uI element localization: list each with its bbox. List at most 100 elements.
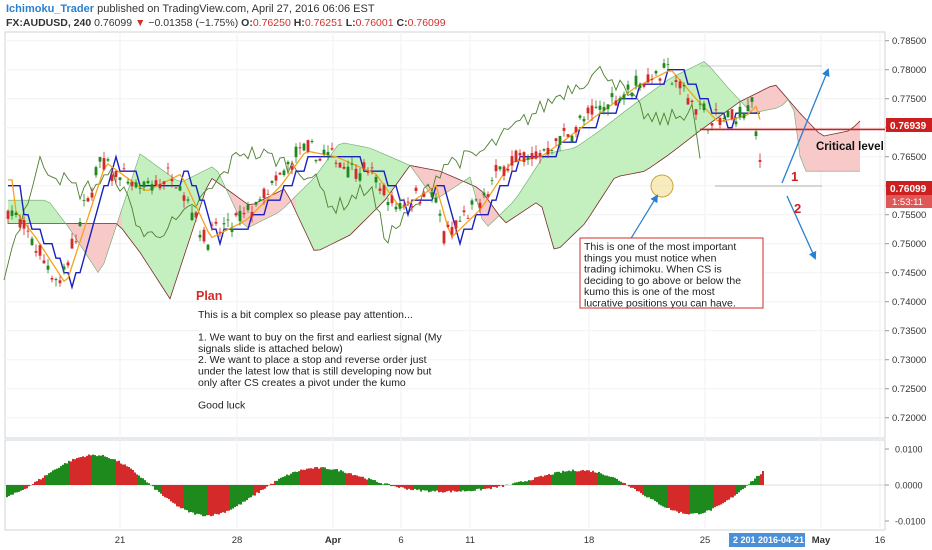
text-line: only after CS creates a pivot under the … [198,377,406,389]
osc-bar [8,485,10,497]
cloud-segment [32,200,38,224]
candle-body [506,168,510,171]
candle-body [210,224,214,226]
cloud-segment [170,175,176,299]
price-axis[interactable]: 0.785000.780000.775000.770000.765000.760… [885,36,926,424]
cloud-segment [722,80,728,115]
candle-body [254,202,258,205]
osc-bar [478,485,480,489]
candle-body [642,84,646,87]
candle-body [114,171,118,177]
osc-bar [316,467,318,485]
osc-bar [236,485,238,507]
osc-bar [414,485,416,489]
time-axis[interactable]: 21 28 Apr 6 11 18 25 May 16 2 201 2016-04-21 [115,533,886,547]
candle-body [370,167,374,169]
cloud-segment [764,86,770,111]
osc-bar [100,455,102,485]
osc-bar [442,485,444,493]
osc-bar [200,485,202,515]
osc-bar [440,485,442,492]
text-line: things you must notice when [584,252,717,264]
cloud-segment [428,168,434,199]
candle-body [474,199,478,201]
osc-bar [446,485,448,492]
candle-body [582,118,586,122]
osc-bar [244,485,246,502]
open-value: 0.76250 [252,17,291,29]
cloud-segment [566,148,572,242]
osc-bar [662,485,664,507]
osc-bar [332,469,334,485]
candle-body [498,166,502,170]
text-line: This is one of the most important [584,241,736,253]
osc-bar [126,466,128,485]
osc-bar [406,485,408,490]
osc-bar [686,485,688,515]
osc-bar [390,485,392,487]
osc-bar [576,471,578,485]
candle-body [18,219,22,228]
cloud-segment [590,133,596,216]
candle-body [726,110,730,118]
osc-bar [220,485,222,513]
candle-body [646,74,650,83]
change-arrow-icon: ▼ [135,17,146,29]
osc-bar [300,469,302,485]
low-value: 0.76001 [355,17,394,29]
cloud-segment [596,129,602,207]
author-link[interactable]: Ichimoku_Trader [6,3,95,15]
candle-body [266,193,270,195]
candle-body [158,183,162,189]
osc-bar [482,485,484,490]
osc-bar [240,485,242,505]
cloud-segment [272,192,278,216]
osc-bar [94,455,96,485]
cloud-segment [158,166,164,290]
candle-body [718,117,722,125]
osc-bar [488,485,490,489]
cloud-segment [86,223,92,264]
candle-body [526,157,530,160]
candle-body [186,199,190,201]
candle-body [238,210,242,222]
osc-bar [294,471,296,485]
note-box [579,237,764,309]
osc-bar [164,485,166,498]
osc-bar [122,464,124,485]
osc-bar [654,485,656,501]
osc-bar [526,481,528,485]
osc-bar [692,485,694,514]
osc-bar [394,485,396,487]
osc-bar [552,474,554,485]
cloud-segment [56,210,62,224]
osc-bar [706,485,708,511]
osc-bar [712,485,714,509]
bullish-arrow [781,68,830,184]
osc-bar [606,475,608,485]
candle-body [46,265,50,270]
osc-bar [228,485,230,511]
osc-bar [736,485,738,494]
cloud-segment [506,203,512,223]
cloud-segment [716,73,722,119]
candle-body [282,170,286,176]
plan-annotation: Plan This is a bit complex so please pay… [196,289,443,411]
osc-bar [304,469,306,485]
osc-bar [198,485,200,514]
cloud-segment [854,120,860,172]
oscillator-axis[interactable]: 0.0100 0.0000 -0.0100 [885,445,926,527]
candle-body [174,187,178,189]
osc-bar [230,485,232,510]
osc-bar [450,485,452,493]
cloud-segment [392,157,398,191]
osc-bar [342,471,344,485]
cloud-segment [644,92,650,172]
osc-bar [98,455,100,485]
candle-body [390,195,394,204]
osc-bar [262,485,264,490]
candle-body [454,220,458,229]
osc-bar [114,459,116,485]
candle-body [666,64,670,66]
